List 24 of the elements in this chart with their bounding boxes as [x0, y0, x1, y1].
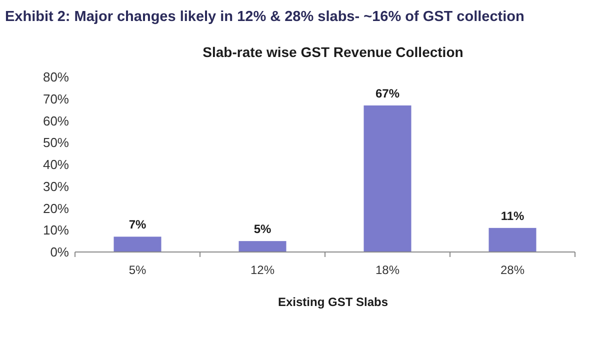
- data-label: 67%: [375, 86, 400, 100]
- y-tick-label: 80%: [42, 70, 70, 84]
- x-axis-title: Existing GST Slabs: [278, 295, 388, 309]
- y-tick-label: 50%: [42, 135, 70, 150]
- bar: [114, 236, 162, 252]
- y-tick-label: 10%: [42, 222, 70, 238]
- chart-title: Exhibit 2: Major changes likely in 12% & 28% slabs- ~16% of GST collection: [5, 9, 524, 25]
- y-tick-label: 30%: [42, 178, 70, 194]
- x-tick-label: 28%: [500, 263, 525, 277]
- y-tick-label: 70%: [42, 91, 70, 106]
- y-tick-label: 20%: [42, 200, 70, 216]
- y-tick-label: 40%: [42, 157, 70, 172]
- bar: [364, 105, 412, 252]
- data-label: 11%: [500, 208, 525, 223]
- bar: [488, 228, 536, 252]
- x-tick-label: 18%: [375, 263, 400, 277]
- bar: [238, 241, 286, 252]
- data-label: 7%: [128, 218, 146, 232]
- y-tick-label: 0%: [50, 244, 70, 260]
- x-tick-label: 12%: [250, 263, 275, 277]
- chart-subtitle: Slab-rate wise GST Revenue Collection: [202, 44, 464, 60]
- data-label: 5%: [254, 222, 272, 236]
- y-tick-label: 60%: [42, 113, 70, 128]
- x-tick-label: 5%: [128, 263, 146, 277]
